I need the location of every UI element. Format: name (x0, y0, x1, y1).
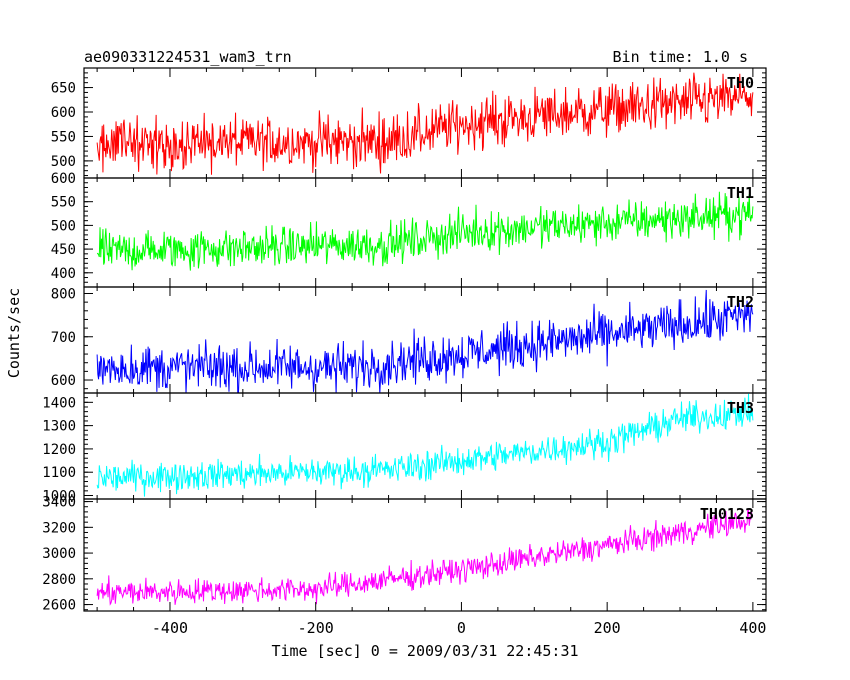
y-tick-label: 1100 (42, 465, 76, 481)
x-tick-label: -400 (152, 619, 188, 637)
panel-frame (83, 177, 767, 288)
x-tick-label: 200 (594, 619, 621, 637)
y-tick-label: 600 (51, 171, 76, 187)
y-tick-label: 1400 (42, 395, 76, 411)
y-tick-label: 600 (51, 373, 76, 389)
panel-th1: 400 450 500 550 600 TH1 (51, 171, 767, 288)
y-tick-label: 650 (51, 81, 76, 97)
x-tick-label: 0 (457, 619, 466, 637)
series-line-th3 (96, 393, 754, 497)
y-tick-label: 550 (51, 195, 76, 211)
y-tick-label: 600 (51, 105, 76, 121)
y-tick-label: 3200 (42, 520, 76, 536)
y-tick-label: 500 (51, 218, 76, 234)
y-tick-label: 1000 (42, 489, 76, 505)
time-axis: -400 -200 0 200 400 (152, 619, 767, 637)
panel-label: TH2 (727, 293, 754, 311)
panel-th2: 600 700 800 TH2 (51, 286, 767, 394)
y-tick-label: 1200 (42, 442, 76, 458)
series-line-th1 (96, 191, 754, 271)
panel-frame (83, 392, 767, 500)
y-tick-label: 550 (51, 129, 76, 145)
series-line-th0 (96, 72, 754, 175)
y-tick-label: 450 (51, 242, 76, 258)
y-tick-label: 3000 (42, 546, 76, 562)
x-axis-label: Time [sec] 0 = 2009/03/31 22:45:31 (271, 642, 578, 660)
series-line-th2 (96, 289, 754, 393)
y-tick-label: 1300 (42, 419, 76, 435)
y-tick-label: 2800 (42, 572, 76, 588)
panel-th3: 1000 1100 1200 1300 1400 TH3 (42, 392, 767, 505)
x-tick-label: 400 (739, 619, 766, 637)
y-axis-label: Counts/sec (5, 288, 23, 378)
panels-group: 500 550 600 650 TH0 400 450 500 550 600 TH1 600 700 8… (42, 67, 767, 614)
panel-label: TH0 (727, 74, 754, 92)
panel-th0: 500 550 600 650 TH0 (51, 67, 767, 179)
y-tick-label: 800 (51, 286, 76, 302)
bin-time-label: Bin time: 1.0 s (613, 48, 748, 66)
y-tick-label: 500 (51, 154, 76, 170)
observation-title: ae090331224531_wam3_trn (84, 48, 292, 66)
y-tick-label: 2600 (42, 598, 76, 614)
x-tick-label: -200 (298, 619, 334, 637)
y-tick-label: 700 (51, 330, 76, 346)
panel-label: TH1 (727, 184, 754, 202)
panel-label: TH0123 (700, 505, 754, 523)
panel-label: TH3 (727, 399, 754, 417)
panel-th0123: 2600 2800 3000 3200 3400 TH0123 (42, 495, 767, 614)
y-tick-label: 3400 (42, 495, 76, 511)
series-line-th0123 (96, 508, 754, 606)
y-tick-label: 400 (51, 266, 76, 282)
